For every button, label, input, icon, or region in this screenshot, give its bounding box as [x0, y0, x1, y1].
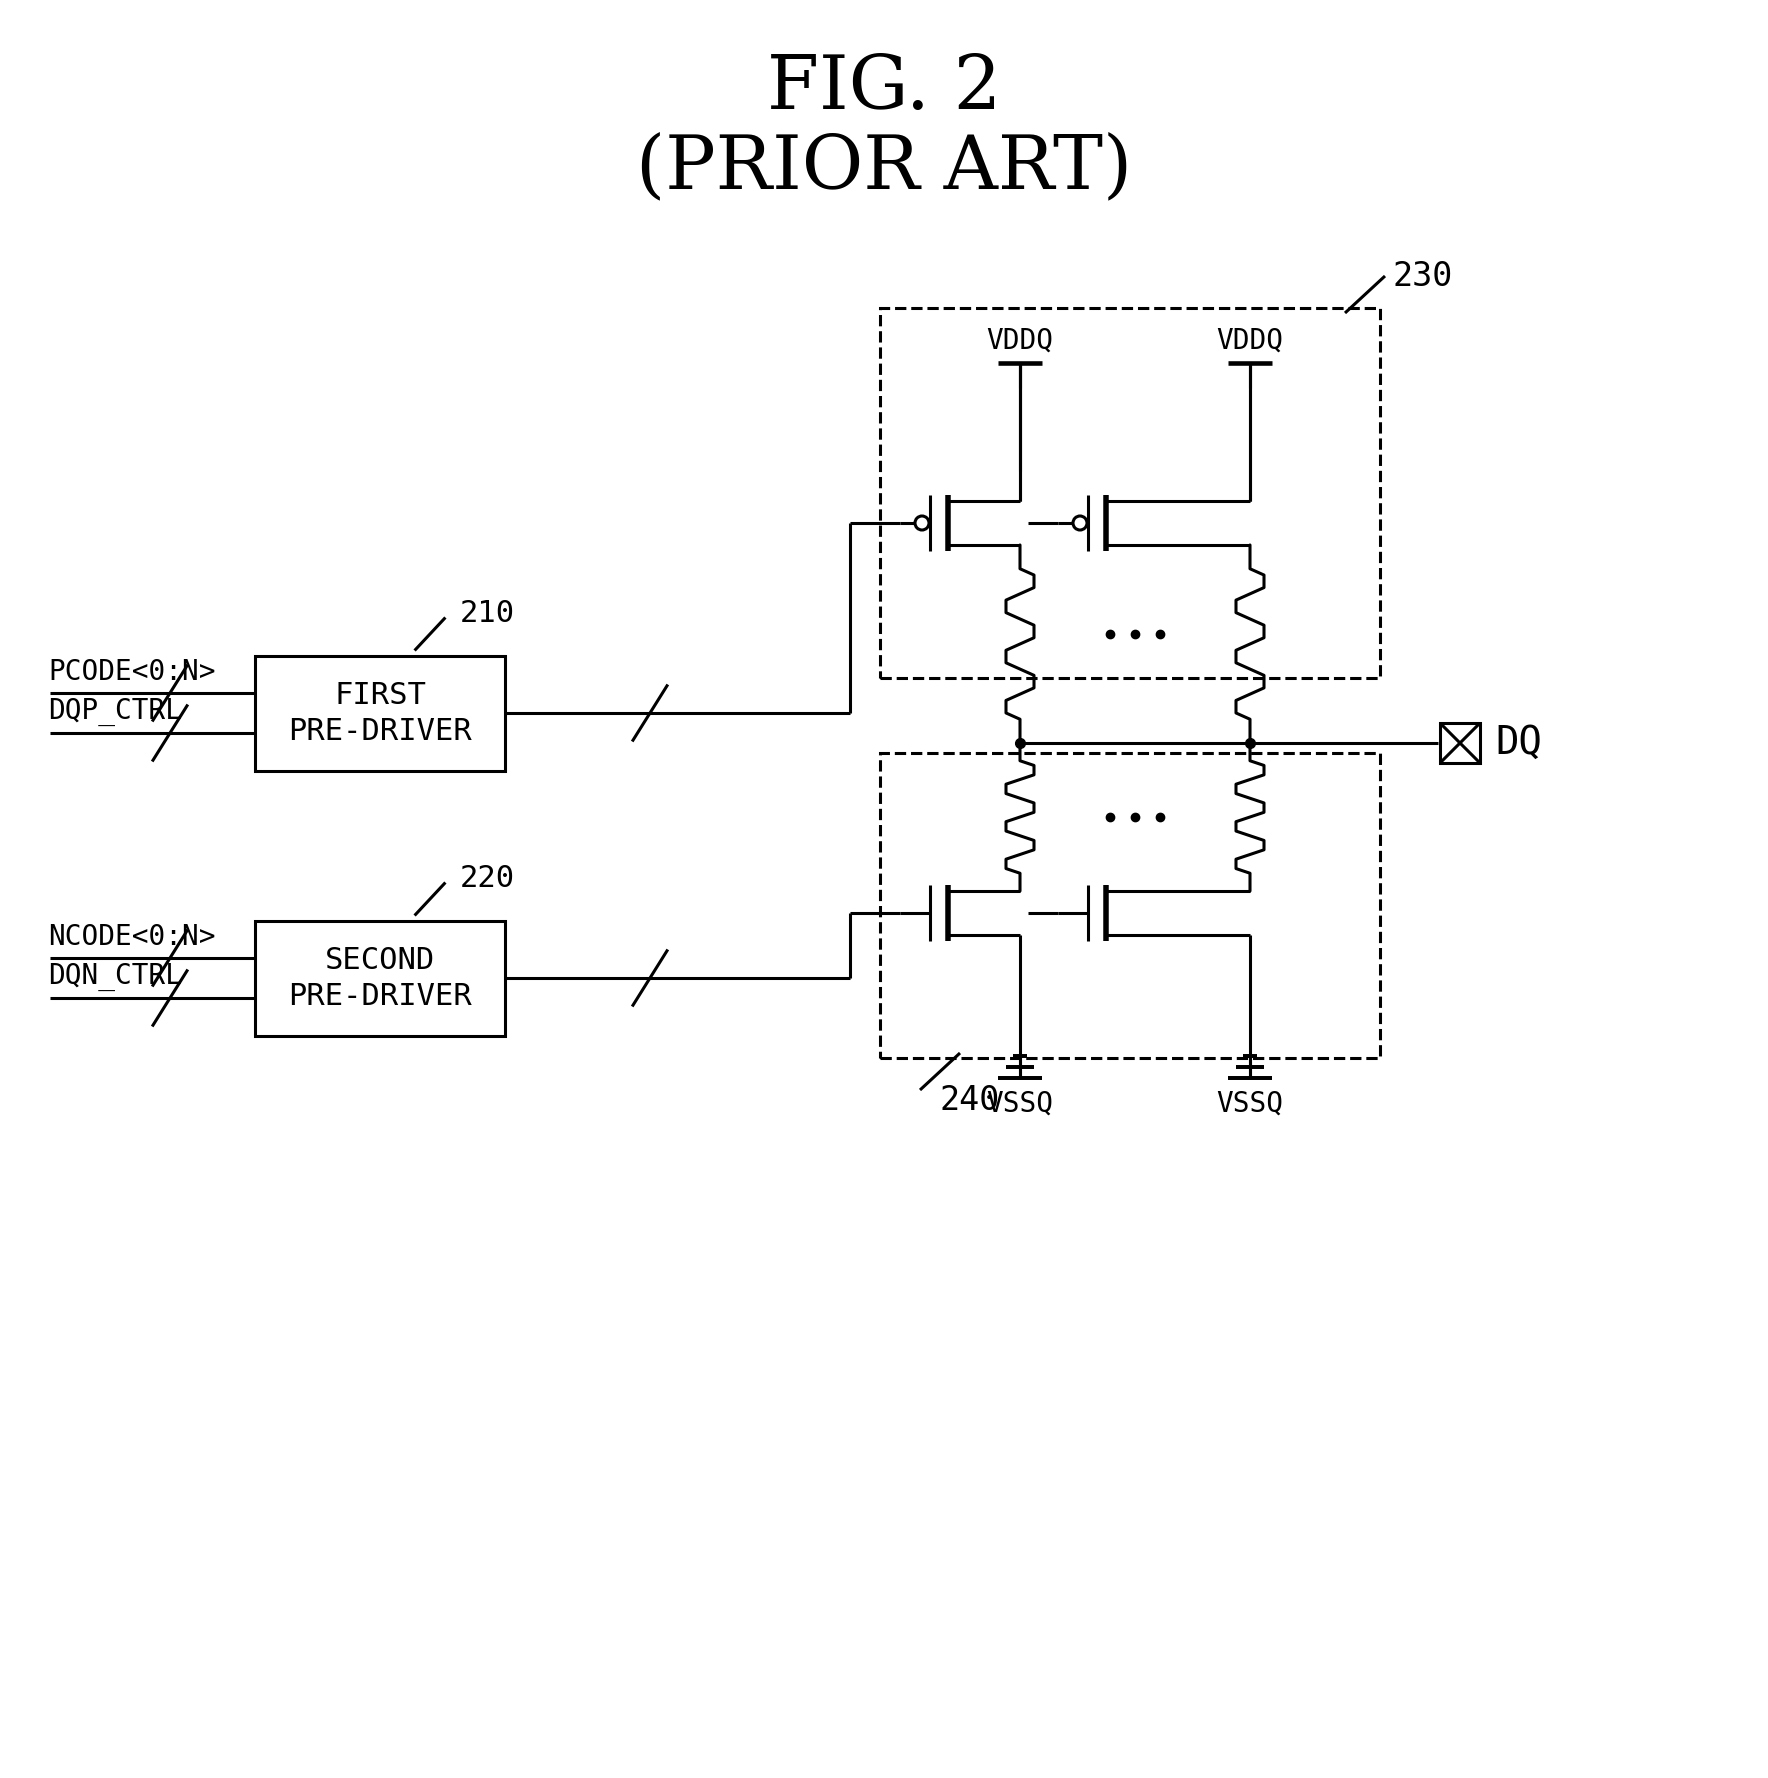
Text: PRE-DRIVER: PRE-DRIVER: [288, 717, 472, 745]
Text: VDDQ: VDDQ: [1216, 327, 1284, 356]
Text: 220: 220: [460, 864, 514, 893]
Text: 240: 240: [941, 1083, 1001, 1117]
Text: 210: 210: [460, 599, 514, 628]
Text: PCODE<0:N>: PCODE<0:N>: [48, 658, 216, 686]
Text: 230: 230: [1393, 260, 1453, 293]
Text: SECOND: SECOND: [325, 946, 435, 974]
Text: PRE-DRIVER: PRE-DRIVER: [288, 981, 472, 1010]
Bar: [880, 308, 1381, 677]
Text: VSSQ: VSSQ: [987, 1090, 1054, 1118]
Text: VDDQ: VDDQ: [987, 327, 1054, 356]
Text: DQN_CTRL: DQN_CTRL: [48, 964, 182, 990]
Text: FIG. 2: FIG. 2: [767, 52, 1001, 124]
Bar: [255, 921, 506, 1035]
Text: DQ: DQ: [1496, 724, 1542, 763]
Text: VSSQ: VSSQ: [1216, 1090, 1284, 1118]
Text: NCODE<0:N>: NCODE<0:N>: [48, 923, 216, 951]
Bar: [880, 754, 1381, 1058]
Text: DQP_CTRL: DQP_CTRL: [48, 697, 182, 725]
Text: (PRIOR ART): (PRIOR ART): [636, 132, 1132, 204]
Bar: [255, 656, 506, 770]
Text: FIRST: FIRST: [334, 681, 426, 709]
Bar: [1439, 724, 1480, 763]
